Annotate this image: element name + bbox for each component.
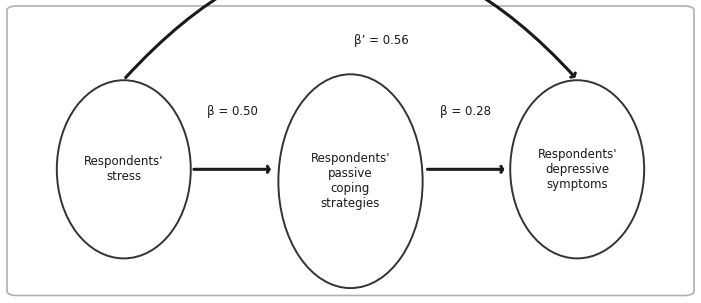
Text: β = 0.28: β = 0.28 [440,105,491,118]
Text: β’ = 0.56: β’ = 0.56 [354,34,409,47]
FancyBboxPatch shape [7,6,694,295]
Text: Respondents'
stress: Respondents' stress [84,155,163,183]
Ellipse shape [57,80,191,258]
Ellipse shape [278,74,423,288]
Text: Respondents'
passive
coping
strategies: Respondents' passive coping strategies [311,152,390,210]
Ellipse shape [510,80,644,258]
Text: Respondents'
depressive
symptoms: Respondents' depressive symptoms [538,148,617,191]
Text: β = 0.50: β = 0.50 [207,105,258,118]
